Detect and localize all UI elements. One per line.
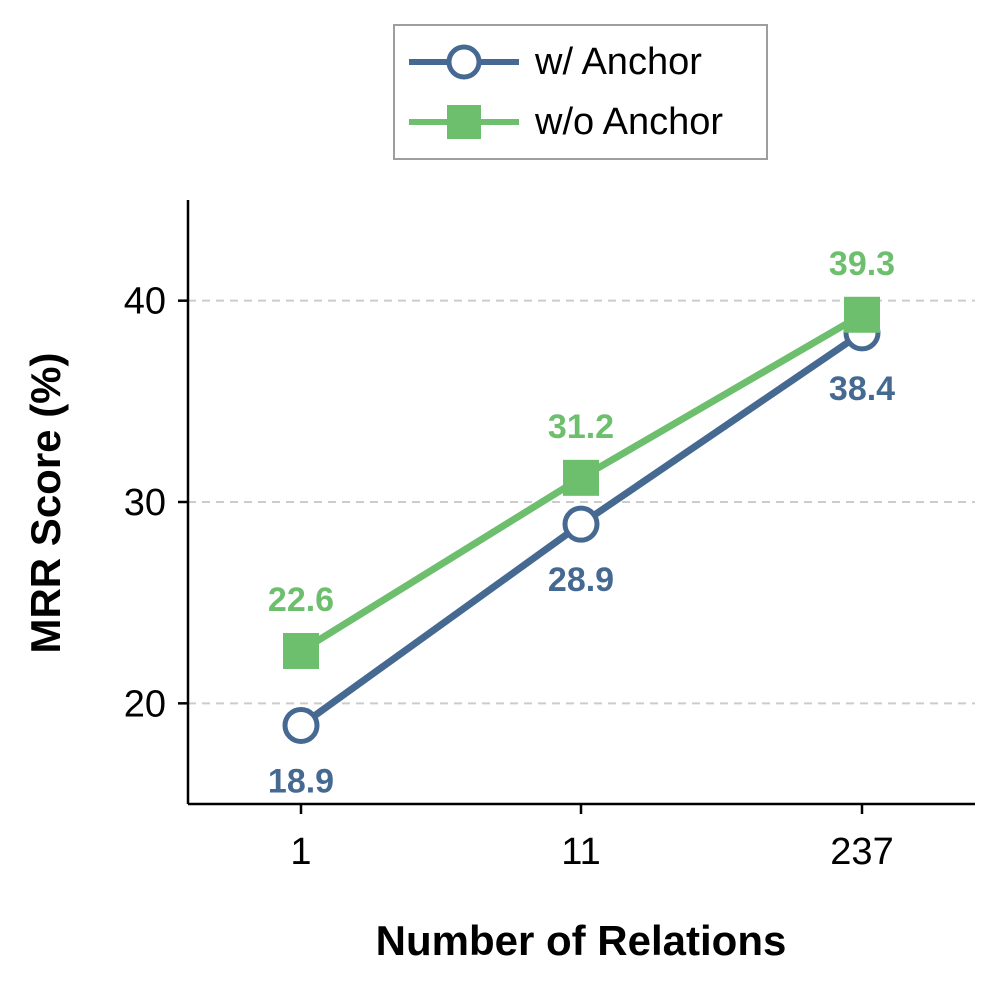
series-group: 18.9 28.9 38.4 22.6 31.2 39.3	[268, 245, 895, 801]
legend-label-w-anchor: w/ Anchor	[535, 40, 702, 83]
x-axis-title: Number of Relations	[376, 917, 787, 964]
data-label-1-1: 31.2	[548, 408, 614, 446]
legend-marker-square-icon	[409, 105, 519, 139]
legend-marker-circle-icon	[409, 44, 519, 80]
legend: w/ Anchor w/o Anchor	[393, 24, 768, 160]
x-ticks: 1 11 237	[290, 804, 894, 873]
data-label-0-1: 28.9	[548, 561, 614, 599]
y-ticks: 20 30 40	[124, 281, 188, 725]
data-label-0-2: 38.4	[829, 370, 895, 408]
x-tick-label-1: 1	[290, 831, 311, 873]
y-axis-title: MRR Score (%)	[22, 352, 69, 653]
point-w-anchor-1	[562, 505, 600, 543]
point-wo-anchor-0	[283, 632, 319, 669]
grid-lines	[188, 299, 975, 705]
data-label-1-2: 39.3	[829, 245, 895, 283]
y-tick-label-40: 40	[124, 281, 166, 323]
legend-label-wo-anchor: w/o Anchor	[535, 100, 723, 143]
data-label-0-0: 18.9	[268, 762, 334, 800]
data-label-1-0: 22.6	[268, 581, 334, 619]
y-tick-label-30: 30	[124, 482, 166, 524]
point-wo-anchor-2	[844, 296, 880, 333]
x-tick-label-11: 11	[561, 831, 600, 873]
point-wo-anchor-1	[563, 459, 599, 496]
point-w-anchor-0	[282, 706, 320, 744]
y-tick-label-20: 20	[124, 683, 166, 725]
x-tick-label-237: 237	[830, 831, 893, 873]
